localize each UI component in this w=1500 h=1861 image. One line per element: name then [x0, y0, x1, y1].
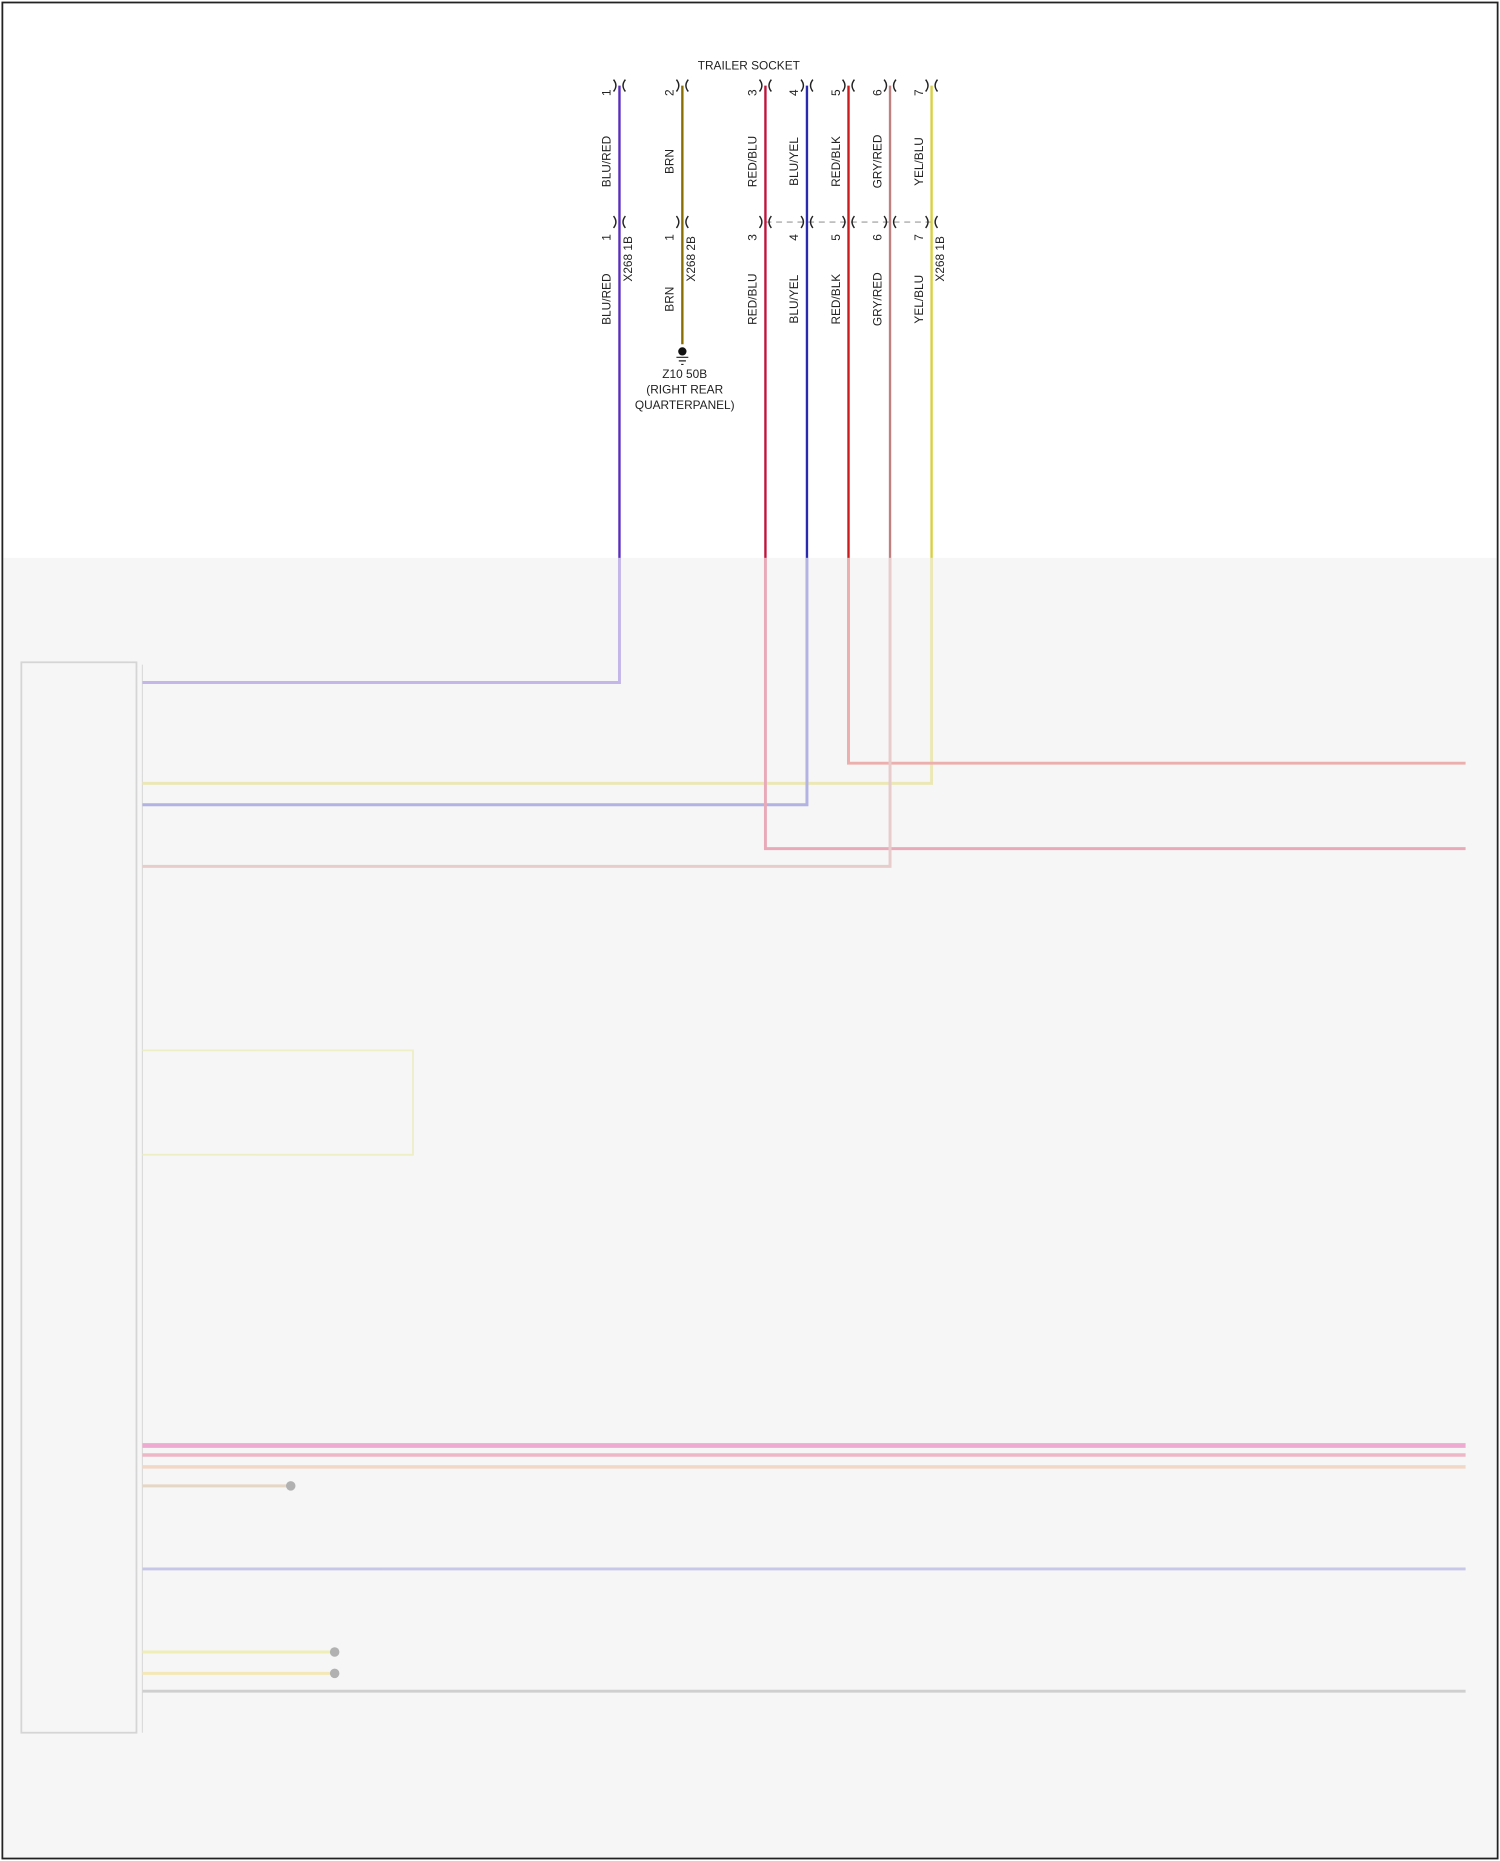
pin-symbol	[841, 79, 856, 92]
pin-symbol	[883, 79, 897, 92]
pin-number: 6	[870, 234, 884, 241]
pin-number: 1	[600, 89, 614, 96]
pin-number: 2	[663, 89, 677, 96]
pin-symbol	[841, 215, 856, 229]
pin-symbol	[800, 79, 814, 92]
wire-color: BLU/RED	[600, 273, 614, 324]
ground-symbol	[678, 347, 687, 356]
pin-symbol	[675, 215, 689, 229]
ground-location: QUARTERPANEL)	[635, 398, 735, 412]
ground-name: Z10 50B	[662, 367, 707, 381]
title: TRAILER SOCKET	[698, 59, 800, 73]
wire-color: RED/BLK	[829, 274, 843, 325]
pin-number: 1	[663, 234, 677, 241]
pin-symbol	[758, 215, 772, 229]
pin-number: 4	[787, 89, 801, 96]
pin-symbol	[612, 79, 626, 92]
pin-symbol	[883, 215, 897, 229]
pin-symbol	[925, 215, 939, 229]
pin-number: 1	[600, 234, 614, 241]
wire-color: RED/BLU	[746, 136, 760, 187]
pin-symbol	[675, 79, 689, 92]
pin-number: 5	[829, 89, 843, 96]
wire-color: BLU/YEL	[787, 137, 801, 186]
wire-color: GRY/RED	[870, 135, 884, 189]
ground-location: (RIGHT REAR	[646, 383, 723, 397]
pin-symbol	[925, 79, 939, 92]
lower-wiring	[20, 557, 1466, 1734]
pin-number: 4	[787, 234, 801, 241]
pin-number: 5	[829, 234, 843, 241]
connector-name: X268 1B	[621, 236, 635, 282]
pin-number: 7	[912, 89, 926, 96]
wire-color: RED/BLU	[746, 273, 760, 324]
wire-color: YEL/BLU	[912, 137, 926, 186]
wire-color: BRN	[663, 287, 677, 312]
connector-name: X268 1B	[933, 236, 947, 282]
wire-color: BLU/RED	[600, 136, 614, 187]
pin-symbol	[800, 215, 814, 229]
pin-number: 3	[746, 234, 760, 241]
wire-color: BLU/YEL	[787, 274, 801, 323]
pin-number: 6	[870, 89, 884, 96]
wire-color: YEL/BLU	[912, 275, 926, 324]
wire-color: GRY/RED	[870, 272, 884, 326]
ground-lines	[676, 356, 689, 366]
pin-symbol	[612, 215, 626, 229]
connector-name: X268 2B	[684, 236, 698, 282]
pin-symbol	[758, 79, 772, 92]
pin-number: 7	[912, 234, 926, 241]
pin-number: 3	[746, 89, 760, 96]
wire-color: BRN	[663, 149, 677, 174]
blurred-area	[3, 557, 1497, 1858]
wire-color: RED/BLK	[829, 136, 843, 187]
